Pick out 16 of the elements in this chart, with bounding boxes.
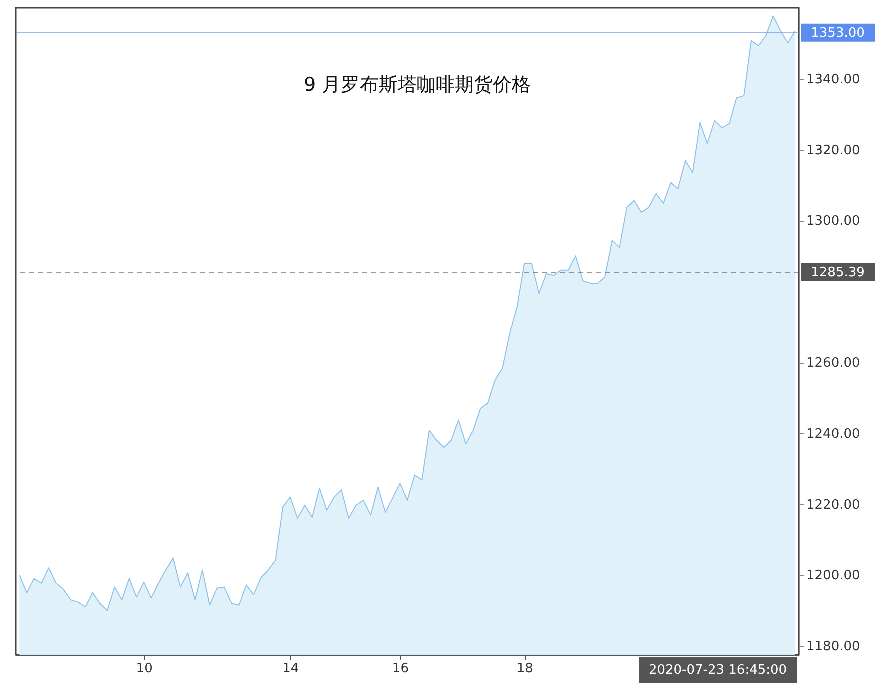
text: 2020-07-23 16:45:00 (648, 663, 788, 678)
x-tick-label: 18 (516, 662, 534, 676)
y-tick-label: 1300.00 (806, 214, 860, 230)
x-tick-label: 16 (392, 662, 409, 676)
x-tick-label: 10 (136, 662, 153, 676)
ref-line-label: 1353.00 (811, 26, 865, 41)
y-tick-label: 1180.00 (806, 640, 860, 655)
x-tick-label: 14 (282, 662, 300, 676)
y-tick-label: 1240.00 (806, 426, 860, 442)
y-tick-label: 1200.00 (806, 568, 860, 584)
ref-line-label: 1285.39 (811, 266, 865, 281)
y-tick-label: 1260.00 (806, 356, 860, 372)
text: 9 月罗布斯塔咖啡期货价格 (304, 74, 532, 96)
y-tick-label: 1220.00 (806, 498, 860, 513)
y-tick-label: 1320.00 (806, 143, 860, 158)
y-tick-label: 1340.00 (806, 72, 860, 88)
